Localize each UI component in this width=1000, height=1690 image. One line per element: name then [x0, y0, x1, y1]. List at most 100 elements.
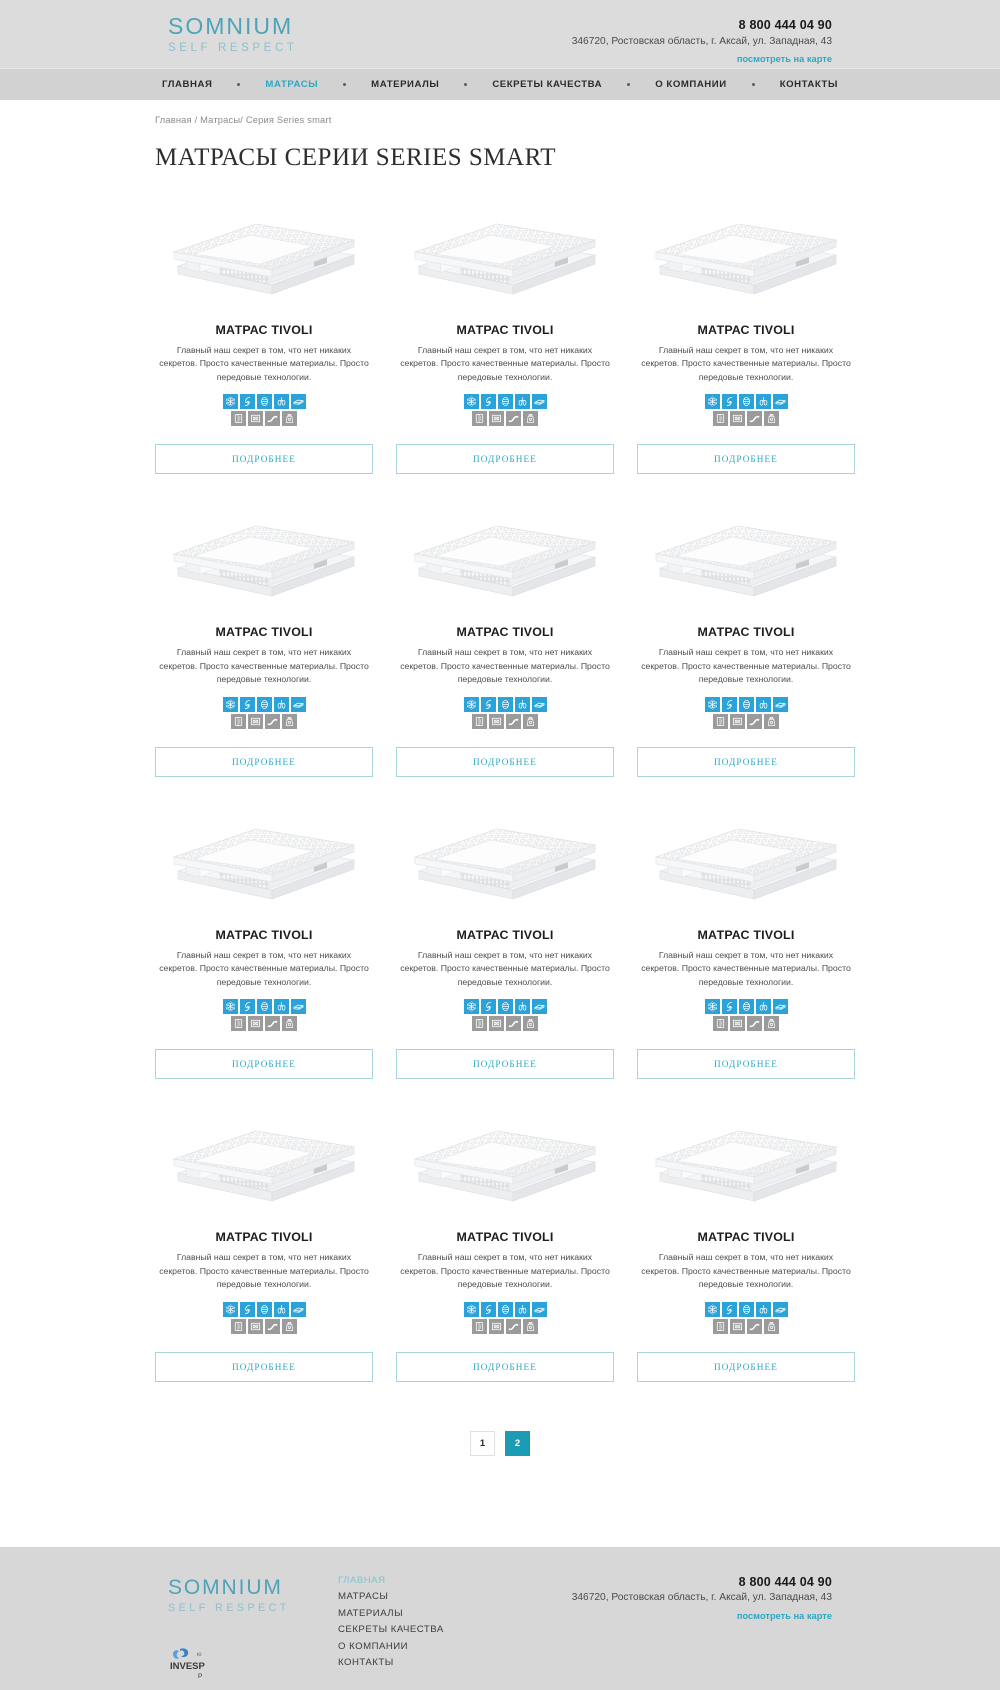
product-details-button[interactable]: ПОДРОБНЕЕ: [155, 444, 373, 475]
svg-text:Р: Р: [198, 1673, 202, 1680]
product-image[interactable]: [637, 816, 855, 908]
product-features: [637, 696, 855, 729]
product-details-button[interactable]: ПОДРОБНЕЕ: [396, 746, 614, 777]
weight-load-icon: [523, 411, 538, 427]
nav-item-6[interactable]: КОНТАКТЫ: [779, 79, 838, 90]
product-card[interactable]: МАТРАС TIVOLI Главный наш секрет в том, ч…: [637, 211, 855, 475]
footer-phone-number[interactable]: 8 800 444 04 90: [738, 1574, 832, 1589]
product-image[interactable]: [155, 513, 373, 605]
nav-item-4[interactable]: СЕКРЕТЫ КАЧЕСТВА: [492, 79, 603, 90]
product-card[interactable]: МАТРАС TIVOLI Главный наш секрет в том, ч…: [396, 513, 614, 777]
view-on-map-link[interactable]: посмотреть на карте: [736, 54, 832, 65]
footer-nav-item-4[interactable]: СЕКРЕТЫ КАЧЕСТВА: [338, 1624, 444, 1636]
weight-load-icon: [523, 713, 538, 729]
frame-box-icon: [248, 1318, 263, 1334]
product-image[interactable]: [155, 816, 373, 908]
product-grid: МАТРАС TIVOLI Главный наш секрет в том, ч…: [150, 211, 855, 1382]
invesp-partner-logo[interactable]: INVESP ю Р: [168, 1643, 228, 1688]
product-image[interactable]: [396, 513, 614, 605]
frame-box-icon: [730, 411, 745, 427]
product-card[interactable]: МАТРАС TIVOLI Главный наш секрет в том, ч…: [155, 1118, 373, 1382]
product-card[interactable]: МАТРАС TIVOLI Главный наш секрет в том, ч…: [155, 211, 373, 475]
product-details-button[interactable]: ПОДРОБНЕЕ: [637, 746, 855, 777]
mattress-image: [413, 1130, 597, 1202]
footer-nav-item-5[interactable]: О КОМПАНИИ: [338, 1640, 409, 1652]
product-details-button[interactable]: ПОДРОБНЕЕ: [637, 1049, 855, 1080]
breadcrumb[interactable]: Главная / Матрасы/ Серия Series smart: [155, 115, 332, 125]
footer-nav-item-1[interactable]: ГЛАВНАЯ: [338, 1574, 386, 1586]
foam-layer-icon: [772, 999, 788, 1015]
product-image[interactable]: [637, 211, 855, 303]
product-details-button[interactable]: ПОДРОБНЕЕ: [396, 444, 614, 475]
mattress-side-icon: [472, 411, 487, 427]
mattress-image: [172, 828, 356, 900]
pagination-page-2[interactable]: 2: [505, 1430, 530, 1456]
product-card[interactable]: МАТРАС TIVOLI Главный наш секрет в том, ч…: [155, 513, 373, 777]
wave-spring-icon: [480, 394, 496, 410]
product-card[interactable]: МАТРАС TIVOLI Главный наш секрет в том, ч…: [396, 211, 614, 475]
product-card[interactable]: МАТРАС TIVOLI Главный наш секрет в том, ч…: [396, 1118, 614, 1382]
spring-coil-icon: [256, 394, 272, 410]
footer-nav-item-6[interactable]: КОНТАКТЫ: [338, 1657, 394, 1669]
product-features: [396, 999, 614, 1032]
product-image[interactable]: [396, 816, 614, 908]
flexible-strip-icon: [265, 411, 280, 427]
frame-box-icon: [489, 1318, 504, 1334]
mattress-side-icon: [231, 1016, 246, 1032]
product-details-button[interactable]: ПОДРОБНЕЕ: [637, 1351, 855, 1382]
flexible-strip-icon: [506, 1016, 521, 1032]
product-card[interactable]: МАТРАС TIVOLI Главный наш секрет в том, ч…: [637, 816, 855, 1080]
feature-row-1: [637, 1301, 855, 1317]
product-details-button[interactable]: ПОДРОБНЕЕ: [155, 1351, 373, 1382]
product-card[interactable]: МАТРАС TIVOLI Главный наш секрет в том, ч…: [396, 816, 614, 1080]
wave-spring-icon: [239, 1301, 255, 1317]
footer-view-on-map-link[interactable]: посмотреть на карте: [736, 1611, 832, 1622]
pagination-page-1[interactable]: 1: [470, 1430, 495, 1456]
product-description: Главный наш секрет в том, что нет никаки…: [641, 647, 851, 685]
footer-nav-item-3[interactable]: МАТЕРИАЛЫ: [338, 1607, 404, 1619]
wave-spring-icon: [239, 696, 255, 712]
product-image[interactable]: [396, 211, 614, 303]
nav-separator-dot: [751, 83, 755, 86]
mattress-side-icon: [713, 1016, 728, 1032]
nav-separator-dot: [627, 83, 631, 86]
mattress-image: [172, 1130, 356, 1202]
product-card[interactable]: МАТРАС TIVOLI Главный наш секрет в том, ч…: [637, 1118, 855, 1382]
svg-text:ю: ю: [197, 1652, 202, 1658]
site-logo[interactable]: SOMNIUM SELF RESPECT: [168, 15, 297, 55]
product-image[interactable]: [637, 513, 855, 605]
product-details-button[interactable]: ПОДРОБНЕЕ: [155, 746, 373, 777]
footer-nav-item-2[interactable]: МАТРАСЫ: [338, 1591, 389, 1603]
product-details-button[interactable]: ПОДРОБНЕЕ: [155, 1049, 373, 1080]
wave-spring-icon: [480, 999, 496, 1015]
page-title: МАТРАСЫ СЕРИИ SERIES SMART: [155, 144, 557, 171]
lungs-breathable-icon: [514, 696, 530, 712]
snowflake-icon: [463, 394, 479, 410]
product-details-button[interactable]: ПОДРОБНЕЕ: [396, 1049, 614, 1080]
nav-item-2[interactable]: МАТРАСЫ: [265, 79, 319, 90]
nav-item-5[interactable]: О КОМПАНИИ: [655, 79, 727, 90]
phone-number[interactable]: 8 800 444 04 90: [738, 18, 832, 32]
product-features: [637, 1301, 855, 1334]
mattress-side-icon: [472, 713, 487, 729]
logo-name: SOMNIUM: [168, 13, 294, 39]
product-description: Главный наш секрет в том, что нет никаки…: [159, 1252, 369, 1290]
snowflake-icon: [222, 999, 238, 1015]
spring-coil-icon: [497, 999, 513, 1015]
product-card[interactable]: МАТРАС TIVOLI Главный наш секрет в том, ч…: [637, 513, 855, 777]
product-features: [637, 999, 855, 1032]
product-details-button[interactable]: ПОДРОБНЕЕ: [637, 444, 855, 475]
lungs-breathable-icon: [755, 999, 771, 1015]
foam-layer-icon: [290, 999, 306, 1015]
product-image[interactable]: [637, 1118, 855, 1210]
nav-item-3[interactable]: МАТЕРИАЛЫ: [371, 79, 440, 90]
product-image[interactable]: [155, 211, 373, 303]
product-image[interactable]: [155, 1118, 373, 1210]
product-image[interactable]: [396, 1118, 614, 1210]
nav-item-1[interactable]: ГЛАВНАЯ: [162, 79, 213, 90]
footer-logo[interactable]: SOMNIUM SELF RESPECT: [168, 1577, 290, 1614]
product-card[interactable]: МАТРАС TIVOLI Главный наш секрет в том, ч…: [155, 816, 373, 1080]
product-details-button[interactable]: ПОДРОБНЕЕ: [396, 1351, 614, 1382]
feature-row-1: [637, 696, 855, 712]
frame-box-icon: [248, 411, 263, 427]
